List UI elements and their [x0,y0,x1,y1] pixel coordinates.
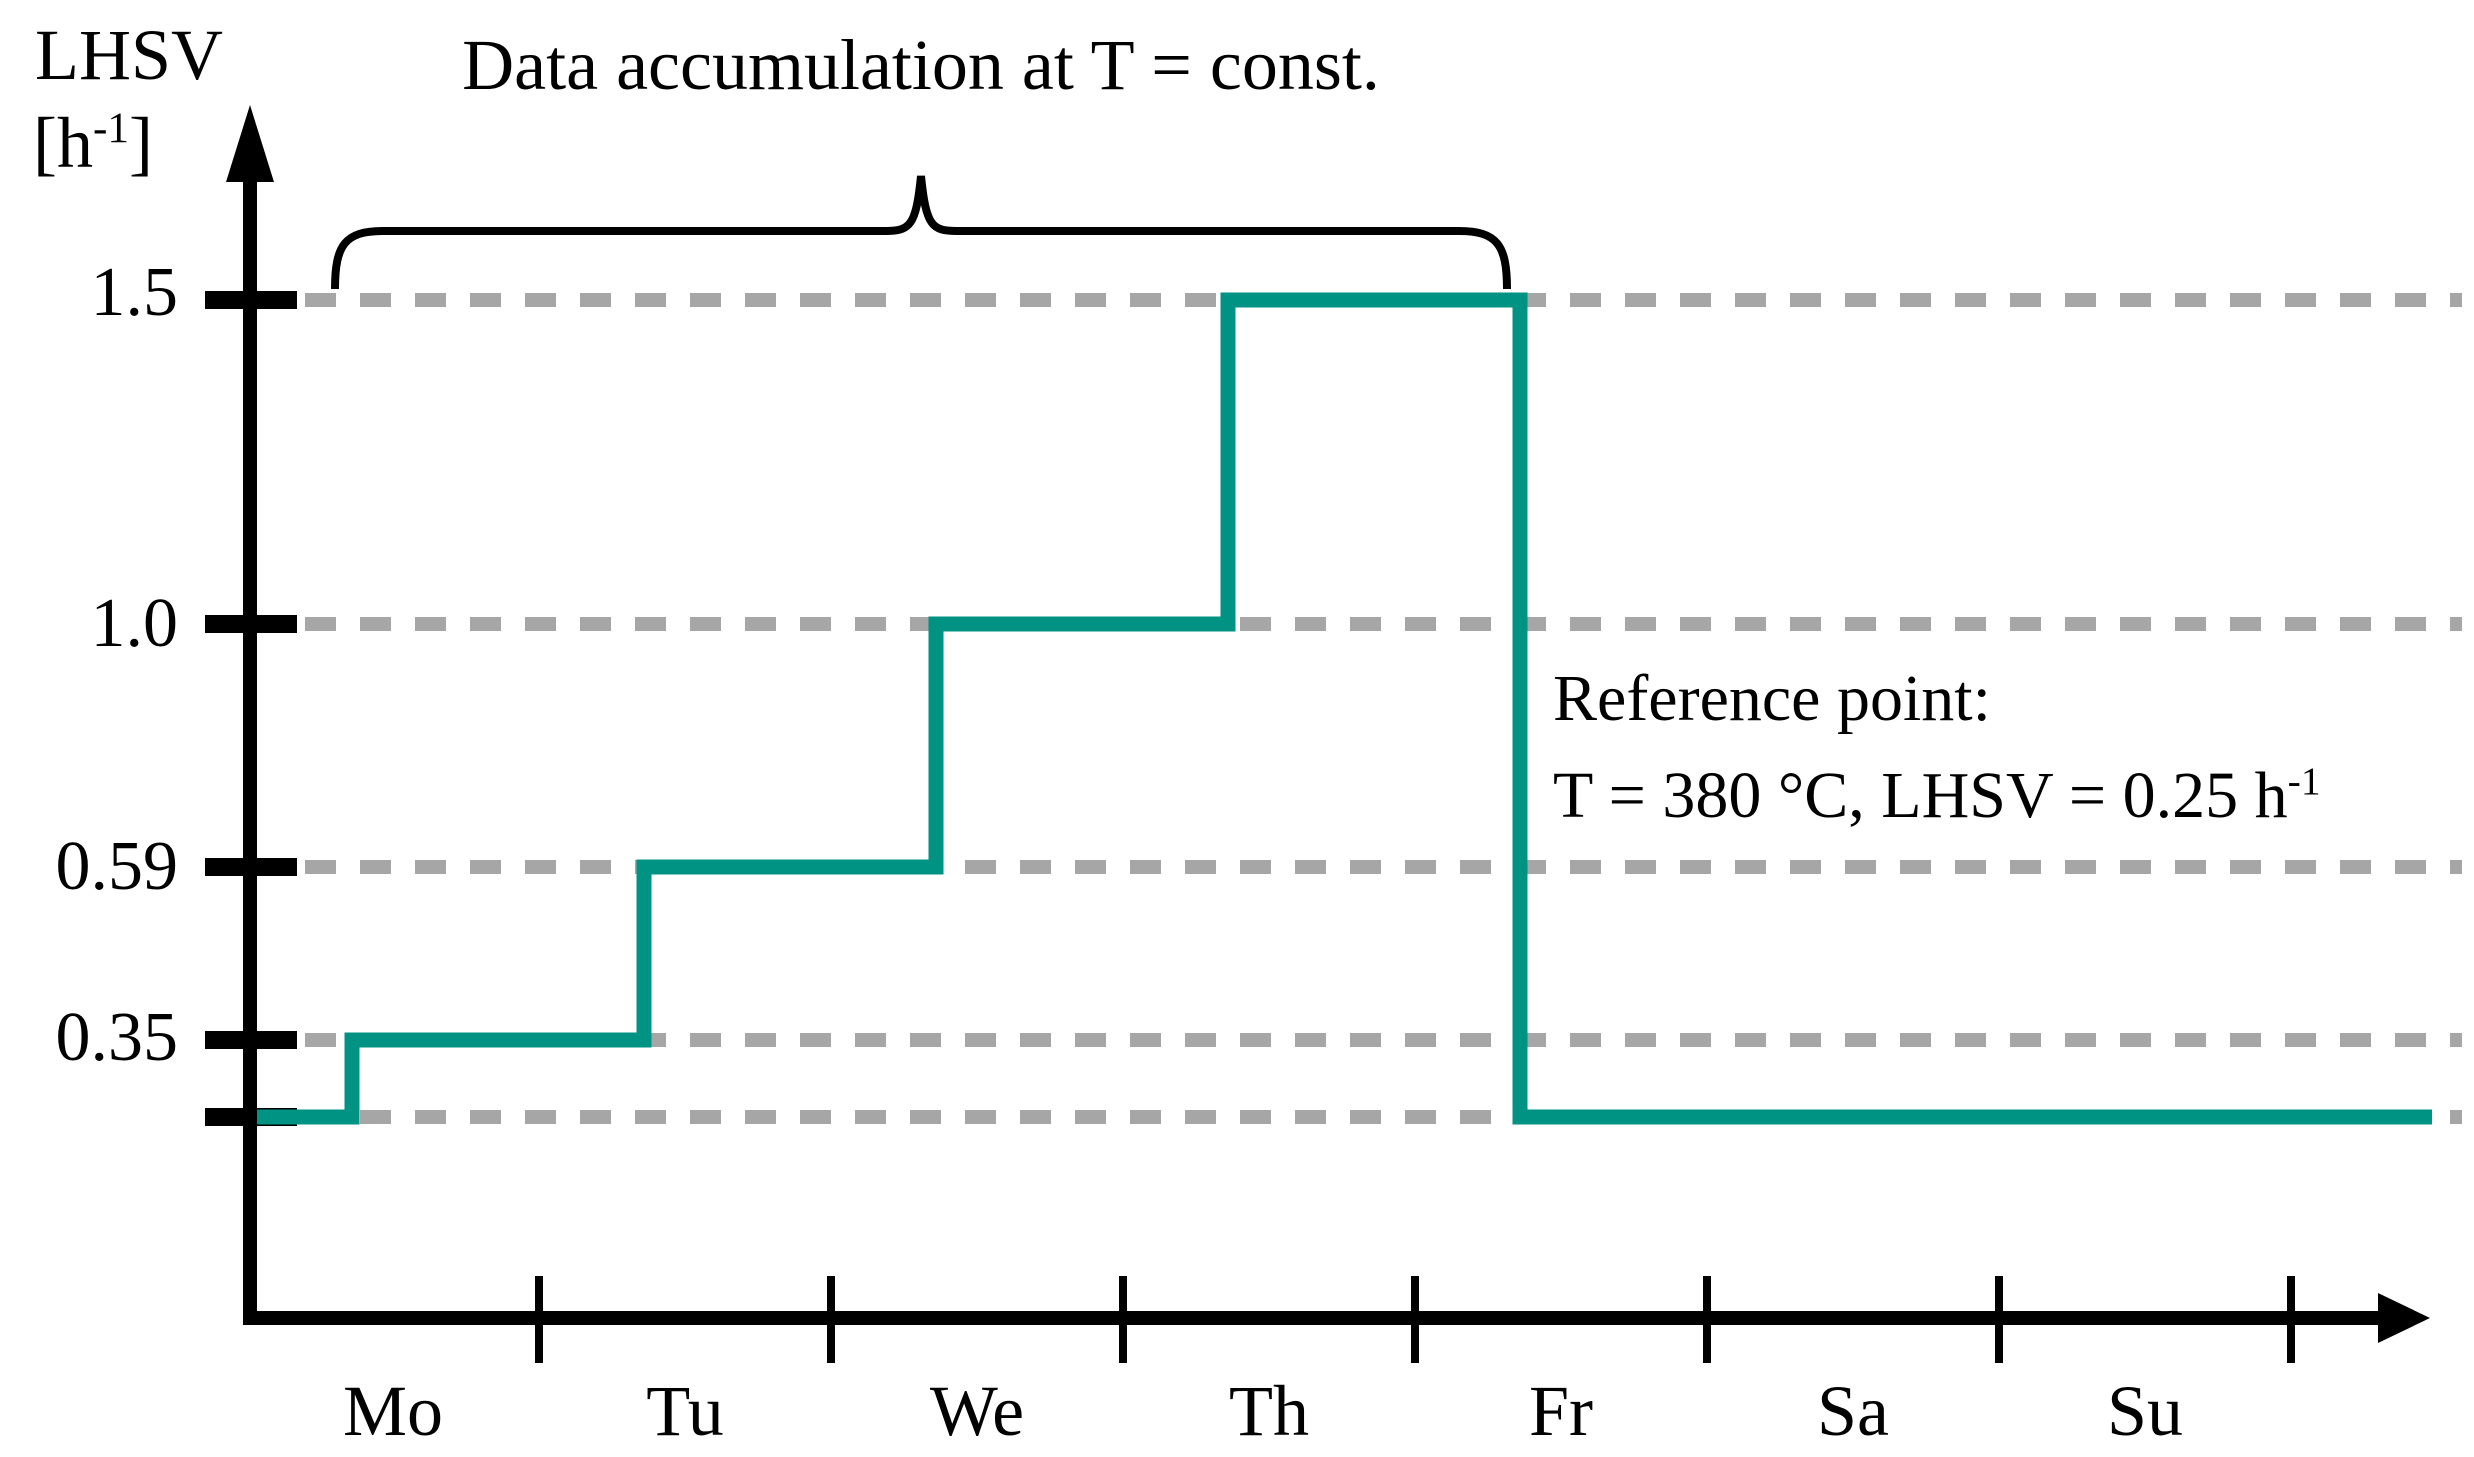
x-tick-label-tu: Tu [646,1371,724,1451]
x-tick-label-su: Su [2106,1371,2184,1451]
y-axis-label-unit: [h-1] [33,100,153,186]
x-tick-label-sa: Sa [1817,1371,1889,1451]
y-axis-label-name: LHSV [35,15,224,95]
x-tick-label-mo: Mo [342,1371,444,1451]
reference-note-line2: T = 380 °C, LHSV = 0.25 h-1 [1553,747,2321,844]
x-tick-label-fr: Fr [1528,1371,1594,1451]
x-axis-line [243,1311,2390,1325]
y-tick-label-0p35: 0.35 [55,999,179,1076]
y-axis-unit-exponent: -1 [92,105,129,152]
y-axis-unit-open: [h [33,103,93,183]
x-axis-arrow-icon [2378,1293,2430,1343]
reference-note-line1: Reference point: [1553,662,1991,735]
y-tick-label-1p5: 1.5 [90,254,179,331]
step-line-layer [257,292,2432,1125]
chart-title: Data accumulation at T = const. [462,25,1380,105]
y-axis-unit-close: ] [128,103,153,183]
y-tick-label-1p0: 1.0 [90,585,179,662]
lhsv-step-line [257,292,2432,1125]
reference-note-line2-text: T = 380 °C, LHSV = 0.25 h [1553,759,2288,832]
y-tick-label-0p59: 0.59 [55,828,179,905]
brace-annotation [331,175,1511,290]
y-axis-arrow-icon [226,105,274,182]
reference-note: Reference point: T = 380 °C, LHSV = 0.25… [1553,650,2321,844]
reference-note-exponent: -1 [2287,759,2321,803]
x-tick-label-th: Th [1229,1371,1309,1451]
y-axis-line [243,170,257,1325]
x-tick-label-we: We [929,1371,1025,1451]
